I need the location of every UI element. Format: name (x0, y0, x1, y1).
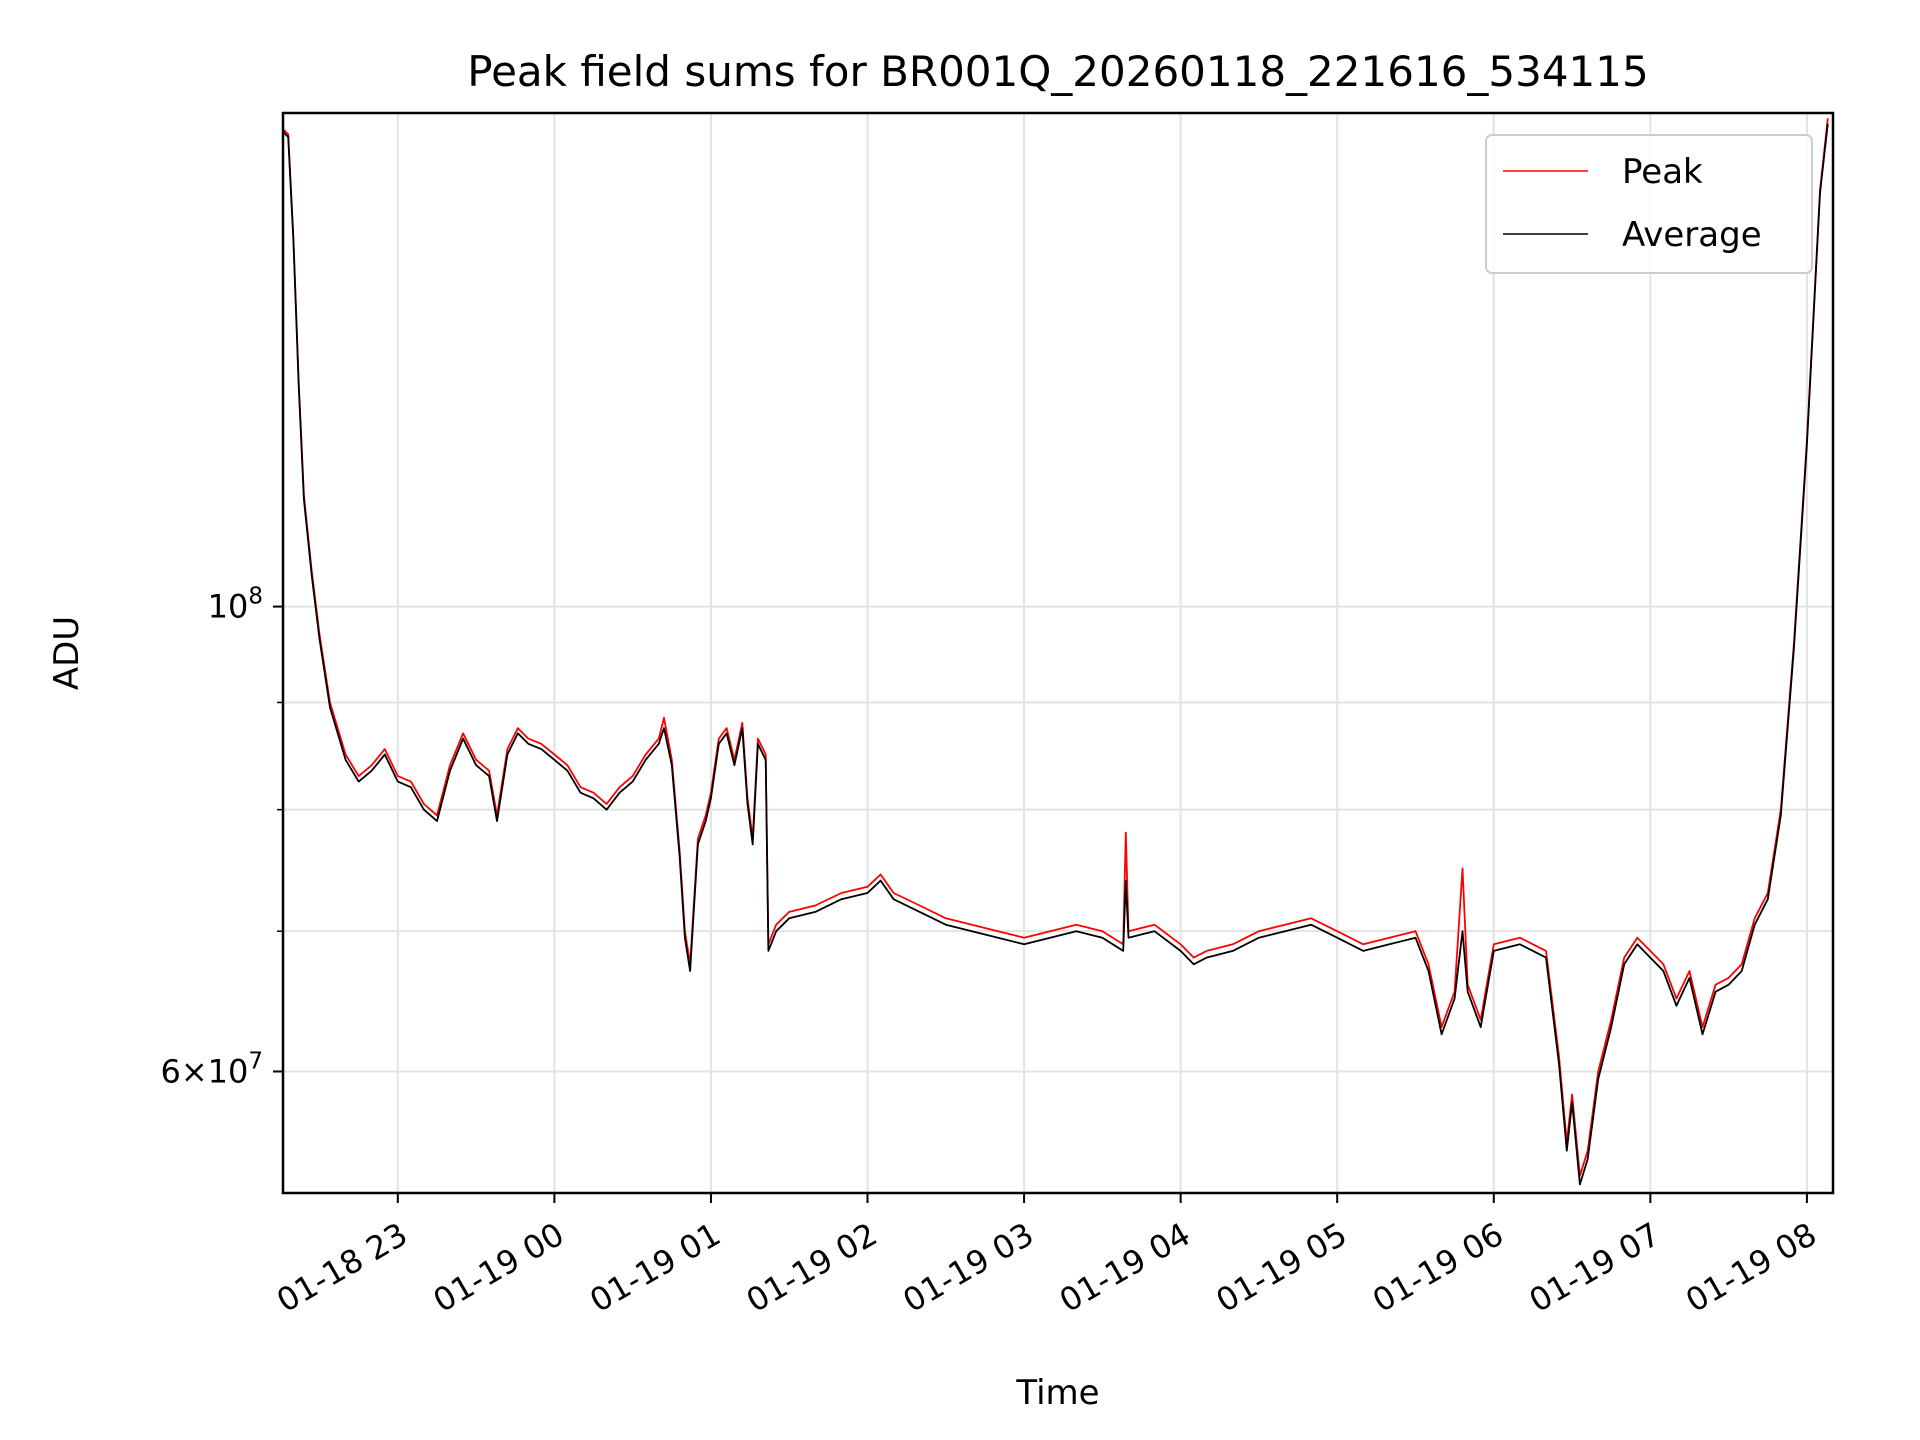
legend-label-peak: Peak (1622, 152, 1703, 192)
x-axis-title: Time (1015, 1373, 1099, 1413)
series-line-peak (282, 118, 1829, 1177)
chart-title: Peak field sums for BR001Q_20260118_2216… (467, 47, 1648, 96)
legend-label-average: Average (1622, 215, 1762, 255)
series-line-average (282, 123, 1829, 1186)
y-tick-label: 6×107 (160, 1048, 263, 1090)
y-axis-title: ADU (47, 616, 87, 690)
y-tick-label: 108 (208, 584, 263, 626)
plot-lines (282, 118, 1829, 1186)
grid (283, 113, 1833, 1193)
y-axis: 108 6×107 (160, 584, 283, 1090)
legend: Peak Average (1485, 134, 1813, 274)
plot-frame (281, 111, 1835, 1195)
legend-box (1485, 134, 1813, 274)
